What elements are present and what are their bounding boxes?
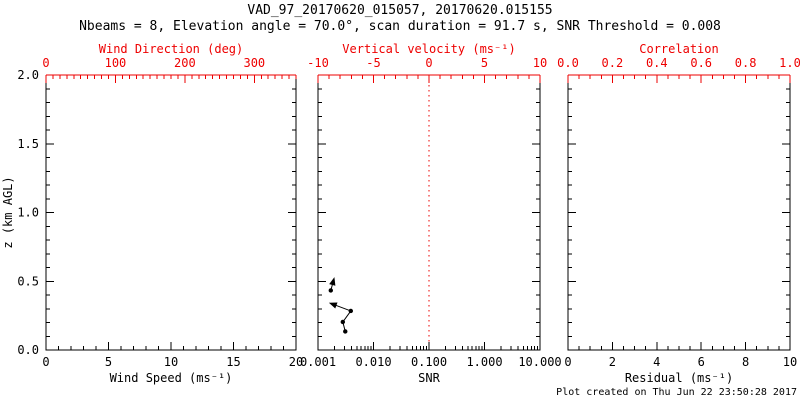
- data-point-dot: [343, 329, 348, 334]
- x-tick-label: 10.000: [518, 355, 561, 369]
- snr-top-axis: -10 -5 0 5 10 Vertical velocity (ms⁻¹): [307, 42, 547, 83]
- plot-subtitle: Nbeams = 8, Elevation angle = 70.0°, sca…: [79, 19, 721, 34]
- data-point-arrowhead: [328, 302, 338, 309]
- x-tick-label: 0: [42, 355, 49, 369]
- y-tick-label: 0.0: [17, 343, 39, 357]
- top-tick-label: 0.0: [557, 56, 579, 70]
- x-tick-label: 1.000: [466, 355, 502, 369]
- y-tick-label: 1.5: [17, 137, 39, 151]
- snr-bottom-axis: 0.001 0.010 0.100 1.000 10.000 SNR: [300, 342, 562, 385]
- top-tick-label: 0: [425, 56, 432, 70]
- y-axis-title: z (km AGL): [1, 176, 15, 248]
- top-tick-label: 5: [481, 56, 488, 70]
- top-tick-label: 100: [105, 56, 127, 70]
- x-tick-label: 4: [653, 355, 660, 369]
- x-tick-label: 0.001: [300, 355, 336, 369]
- series-snr-profile-upper: [328, 277, 336, 293]
- top-tick-label: 10: [533, 56, 547, 70]
- top-tick-label: 0: [42, 56, 49, 70]
- y-axis-ticks-snr: [318, 74, 540, 351]
- x-tick-label: 5: [105, 355, 112, 369]
- panel-snr: 0.001 0.010 0.100 1.000 10.000 SNR -10 -5 0 5 10 Ve…: [300, 42, 562, 385]
- top-tick-label: 300: [243, 56, 265, 70]
- x-tick-label: 10: [164, 355, 178, 369]
- panel-frame: [567, 75, 791, 351]
- x-tick-label: 0.100: [411, 355, 447, 369]
- y-axis-ticks-residual: [568, 74, 790, 351]
- wind-speed-bottom-axis: 0 5 10 15 20 Wind Speed (ms⁻¹): [42, 342, 303, 385]
- top-axis-title: Correlation: [639, 42, 718, 56]
- y-tick-label: 0.5: [17, 274, 39, 288]
- top-axis-title: Vertical velocity (ms⁻¹): [342, 42, 515, 56]
- top-tick-label: 0.2: [602, 56, 624, 70]
- top-tick-label: 0.6: [690, 56, 712, 70]
- x-tick-label: 0.010: [355, 355, 391, 369]
- panel-frame: [45, 75, 297, 351]
- data-point-arrowhead: [329, 277, 336, 286]
- plot-created-timestamp: Plot created on Thu Jun 22 23:50:28 2017: [556, 387, 797, 398]
- panel-residual: 0 2 4 6 8 10 Residual (ms⁻¹) 0.0 0.2 0.4 0.6 0.8 1.0…: [557, 42, 800, 385]
- y-tick-label: 1.0: [17, 206, 39, 220]
- top-tick-label: 1.0: [779, 56, 800, 70]
- top-tick-label: 0.8: [735, 56, 757, 70]
- x-tick-label: 20: [289, 355, 303, 369]
- top-tick-label: -10: [307, 56, 329, 70]
- y-tick-label: 2.0: [17, 68, 39, 82]
- data-point-dot: [328, 288, 333, 293]
- x-tick-label: 2: [609, 355, 616, 369]
- top-tick-label: 0.4: [646, 56, 668, 70]
- residual-top-axis: 0.0 0.2 0.4 0.6 0.8 1.0 Correlation: [557, 42, 800, 83]
- top-tick-label: -5: [366, 56, 380, 70]
- bottom-axis-title: SNR: [418, 371, 440, 385]
- y-axis-ticks-wind-speed: [46, 74, 296, 351]
- x-tick-label: 6: [698, 355, 705, 369]
- data-point-dot: [348, 308, 354, 314]
- x-tick-label: 0: [564, 355, 571, 369]
- series-snr-profile-lower: [328, 302, 354, 334]
- top-tick-label: 200: [174, 56, 196, 70]
- x-tick-label: 10: [783, 355, 797, 369]
- bottom-axis-title: Wind Speed (ms⁻¹): [110, 371, 233, 385]
- top-axis-title: Wind Direction (deg): [99, 42, 244, 56]
- data-point-dot: [340, 319, 346, 325]
- bottom-axis-title: Residual (ms⁻¹): [625, 371, 733, 385]
- plot-title: VAD_97_20170620_015057, 20170620.015155: [247, 3, 553, 18]
- residual-bottom-axis: 0 2 4 6 8 10 Residual (ms⁻¹): [564, 342, 797, 385]
- x-tick-label: 15: [226, 355, 240, 369]
- x-tick-label: 8: [742, 355, 749, 369]
